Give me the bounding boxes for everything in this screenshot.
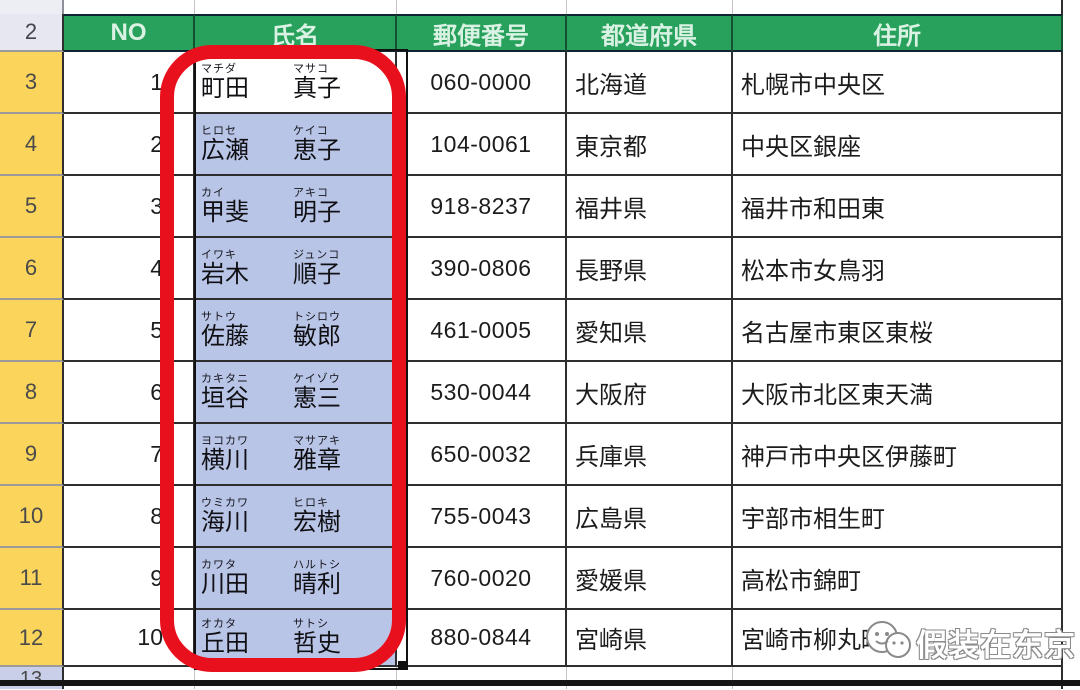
table-row: 9 7 ヨコカワ マサアキ 横川 雅章 650-0032 兵庫県 神戸市中央区伊藤町	[0, 424, 1063, 486]
row-header-6[interactable]: 6	[0, 238, 64, 300]
name-text: 海川 宏樹	[201, 508, 341, 536]
cell-name-selected[interactable]: カイ アキコ 甲斐 明子	[195, 176, 397, 238]
cell-zip[interactable]: 760-0020	[397, 548, 567, 610]
excel-row-13: 13	[0, 667, 1063, 689]
furigana: イワキ ジュンコ	[201, 248, 341, 261]
cell-pref[interactable]: 宮崎県	[567, 610, 733, 667]
row-header-7[interactable]: 7	[0, 300, 64, 362]
cell-zip[interactable]: 530-0044	[397, 362, 567, 424]
name-text: 佐藤 敏郎	[201, 322, 341, 350]
cell-zip[interactable]: 880-0844	[397, 610, 567, 667]
name-text: 垣谷 憲三	[201, 384, 341, 412]
row-header-8[interactable]: 8	[0, 362, 64, 424]
table-header-row: 2 NO 氏名 郵便番号 都道府県 住所	[0, 14, 1063, 52]
furigana: カキタニ ケイゾウ	[201, 372, 341, 385]
row-header-3[interactable]: 3	[0, 52, 64, 114]
cell-pref[interactable]: 長野県	[567, 238, 733, 300]
cell-name-selected[interactable]: ウミカワ ヒロキ 海川 宏樹	[195, 486, 397, 548]
cell-zip[interactable]: 390-0806	[397, 238, 567, 300]
row-header-9[interactable]: 9	[0, 424, 64, 486]
row-header-4[interactable]: 4	[0, 114, 64, 176]
cell-zip[interactable]: 755-0043	[397, 486, 567, 548]
row-header-2[interactable]: 2	[0, 14, 64, 52]
cell-addr[interactable]: 札幌市中央区	[733, 52, 1063, 114]
cell-zip[interactable]: 060-0000	[397, 52, 567, 114]
column-header-addr[interactable]: 住所	[733, 14, 1063, 52]
row-header-5[interactable]: 5	[0, 176, 64, 238]
cell-addr[interactable]: 高松市錦町	[733, 548, 1063, 610]
row-number: 2	[24, 19, 38, 44]
name-text: 横川 雅章	[201, 446, 341, 474]
cell-zip[interactable]: 918-8237	[397, 176, 567, 238]
furigana: サトウ トシロウ	[201, 310, 341, 323]
cell-addr[interactable]: 名古屋市東区東桜	[733, 300, 1063, 362]
table-row: 6 4 イワキ ジュンコ 岩木 順子 390-0806 長野県 松本市女鳥羽	[0, 238, 1063, 300]
cell-pref[interactable]: 福井県	[567, 176, 733, 238]
cell-name-selected[interactable]: サトウ トシロウ 佐藤 敏郎	[195, 300, 397, 362]
row-number: 13	[19, 668, 43, 690]
cell-zip[interactable]: 104-0061	[397, 114, 567, 176]
cell-pref[interactable]: 大阪府	[567, 362, 733, 424]
furigana: ヒロセ ケイコ	[201, 124, 329, 137]
name-text: 甲斐 明子	[201, 198, 341, 226]
furigana: カイ アキコ	[201, 186, 329, 199]
cell-name-selected[interactable]: ヒロセ ケイコ 広瀬 恵子	[195, 114, 397, 176]
cell-pref[interactable]: 愛媛県	[567, 548, 733, 610]
fill-handle[interactable]	[398, 661, 407, 670]
column-header-no[interactable]: NO	[64, 14, 195, 52]
cell-name-selected[interactable]: カワタ ハルトシ 川田 晴利	[195, 548, 397, 610]
furigana: ヨコカワ マサアキ	[201, 434, 341, 447]
table-row: 4 2 ヒロセ ケイコ 広瀬 恵子 104-0061 東京都 中央区銀座	[0, 114, 1063, 176]
cell-zip[interactable]: 650-0032	[397, 424, 567, 486]
furigana: カワタ ハルトシ	[201, 558, 341, 571]
column-header-zip[interactable]: 郵便番号	[397, 14, 567, 52]
cell-addr[interactable]: 松本市女鳥羽	[733, 238, 1063, 300]
name-text: 岩木 順子	[201, 260, 341, 288]
cell-addr[interactable]: 宇部市相生町	[733, 486, 1063, 548]
cell-addr[interactable]: 大阪市北区東天満	[733, 362, 1063, 424]
excel-row-1: 1	[0, 0, 1063, 43]
red-annotation-ring	[160, 45, 406, 672]
table-row: 11 9 カワタ ハルトシ 川田 晴利 760-0020 愛媛県 高松市錦町	[0, 548, 1063, 610]
cell-name-selected[interactable]: イワキ ジュンコ 岩木 順子	[195, 238, 397, 300]
table-row: 7 5 サトウ トシロウ 佐藤 敏郎 461-0005 愛知県 名古屋市東区東桜	[0, 300, 1063, 362]
row-header-12[interactable]: 12	[0, 610, 64, 667]
cell-addr[interactable]: 神戸市中央区伊藤町	[733, 424, 1063, 486]
cell-pref[interactable]: 北海道	[567, 52, 733, 114]
row-header-10[interactable]: 10	[0, 486, 64, 548]
column-header-pref[interactable]: 都道府県	[567, 14, 733, 52]
furigana: ウミカワ ヒロキ	[201, 496, 329, 509]
bottom-border-bar	[0, 680, 1080, 686]
cell-name-selected[interactable]: ヨコカワ マサアキ 横川 雅章	[195, 424, 397, 486]
cell-pref[interactable]: 愛知県	[567, 300, 733, 362]
watermark: 假装在东京	[862, 617, 1076, 668]
cell-zip[interactable]: 461-0005	[397, 300, 567, 362]
name-text: 広瀬 恵子	[201, 136, 341, 164]
watermark-text: 假装在东京	[916, 628, 1076, 663]
chat-faces-icon	[862, 617, 914, 668]
cell-pref[interactable]: 東京都	[567, 114, 733, 176]
cell-pref[interactable]: 広島県	[567, 486, 733, 548]
cell-pref[interactable]: 兵庫県	[567, 424, 733, 486]
row-header-11[interactable]: 11	[0, 548, 64, 610]
cell-addr[interactable]: 福井市和田東	[733, 176, 1063, 238]
cell-addr[interactable]: 中央区銀座	[733, 114, 1063, 176]
name-text: 川田 晴利	[201, 570, 341, 598]
